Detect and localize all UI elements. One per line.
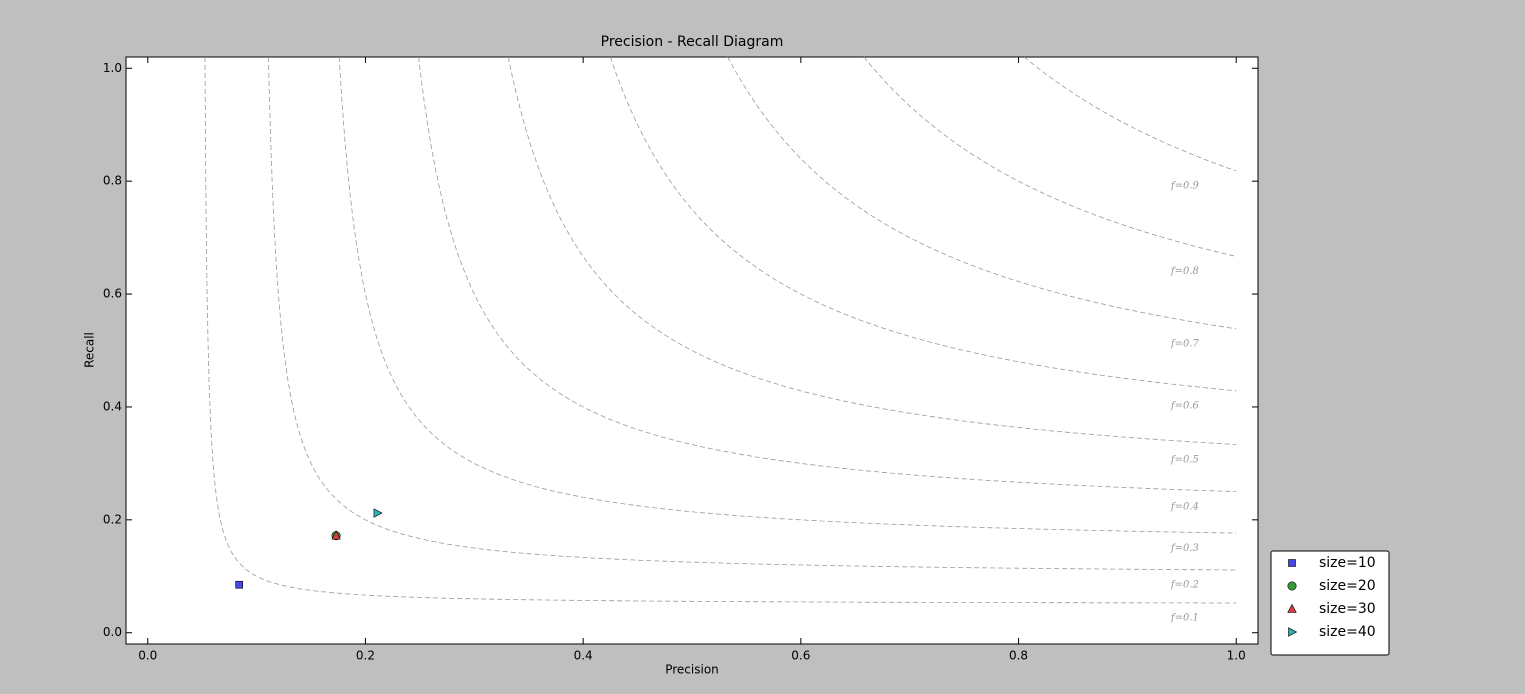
iso-f-label: f=0.9 (1170, 181, 1200, 192)
marker (235, 580, 243, 589)
y-tick-label: 0.2 (103, 512, 122, 526)
iso-f-curve (727, 56, 1237, 330)
legend-marker (1287, 603, 1297, 613)
legend-label: size=10 (1319, 555, 1376, 571)
iso-f-curve (418, 57, 1237, 492)
iso-f-curve (610, 56, 1237, 392)
iso-f-curve (268, 56, 1237, 571)
legend-label: size=40 (1319, 624, 1376, 640)
y-tick-label: 0.6 (103, 287, 122, 301)
x-tick-label: 0.6 (791, 649, 810, 663)
x-axis-label: Precision (665, 663, 719, 677)
iso-f-label: f=0.5 (1170, 454, 1199, 465)
iso-f-label: f=0.8 (1170, 266, 1199, 277)
iso-f-label: f=0.3 (1170, 543, 1199, 554)
chart-title: Precision - Recall Diagram (601, 34, 784, 50)
x-tick-label: 0.0 (138, 649, 157, 663)
iso-f-curve (863, 56, 1237, 257)
x-tick-label: 1.0 (1227, 649, 1246, 663)
y-tick-label: 1.0 (103, 61, 122, 75)
iso-f-curve (338, 57, 1237, 534)
y-tick-label: 0.4 (103, 399, 122, 413)
marker (373, 508, 383, 518)
iso-f-label: f=0.6 (1170, 401, 1200, 412)
legend-box (1270, 550, 1390, 656)
legend-marker (1288, 559, 1296, 567)
iso-f-label: f=0.4 (1170, 501, 1199, 512)
iso-f-curve (204, 57, 1237, 604)
marker (331, 530, 341, 540)
x-tick-label: 0.2 (356, 649, 375, 663)
y-tick-label: 0.0 (103, 625, 122, 639)
iso-f-curve (1024, 56, 1237, 172)
legend-label: size=30 (1319, 601, 1376, 617)
y-tick-label: 0.8 (103, 174, 122, 188)
plot-area (125, 56, 1259, 645)
legend-marker (1287, 581, 1297, 591)
legend-marker (1288, 627, 1298, 637)
legend-label: size=20 (1319, 578, 1376, 594)
x-tick-label: 0.8 (1009, 649, 1028, 663)
iso-f-label: f=0.1 (1170, 613, 1199, 624)
iso-f-label: f=0.7 (1170, 339, 1200, 350)
x-tick-label: 0.4 (574, 649, 593, 663)
iso-f-label: f=0.2 (1170, 580, 1199, 591)
y-axis-label: Recall (83, 332, 97, 368)
